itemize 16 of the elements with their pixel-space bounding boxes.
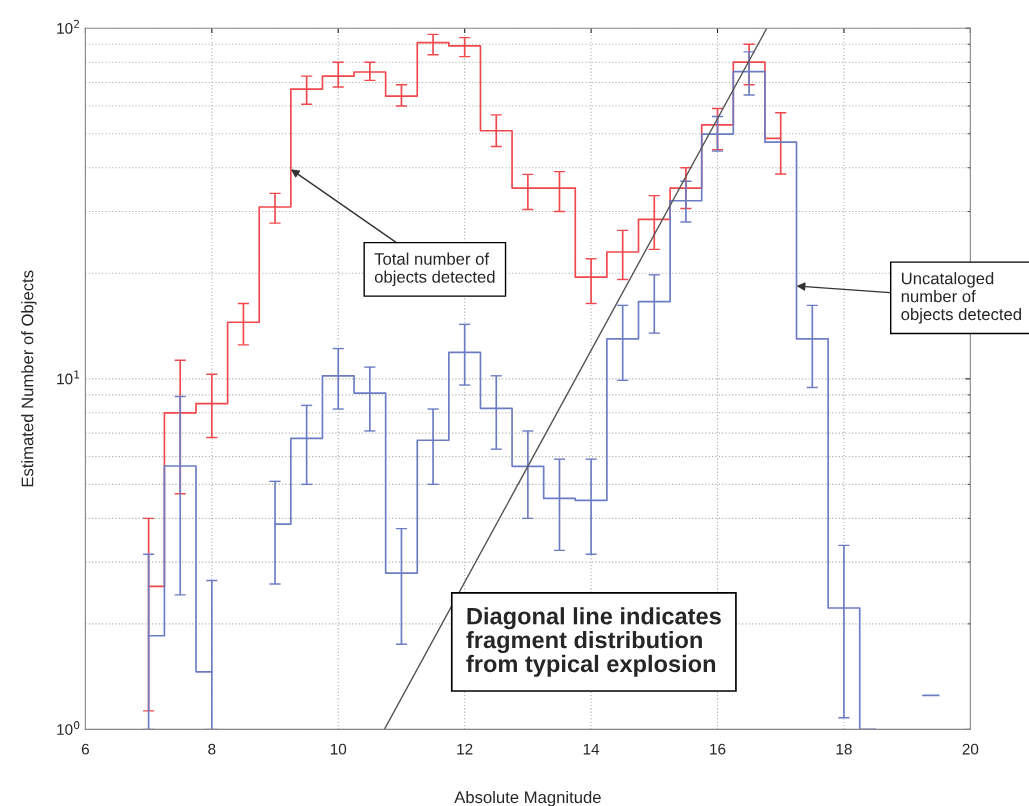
x-axis-title: Absolute Magnitude	[454, 790, 601, 806]
y-tick-label: 10$^{2}$	[57, 19, 79, 34]
annotation: Diagonal line indicates fragment distribution from typical explosion	[466, 607, 721, 677]
x-tick-label: 10	[330, 743, 347, 755]
x-tick-label: 8	[208, 743, 216, 755]
x-tick-label: 18	[836, 743, 852, 755]
y-axis-title: Estimated Number of Objects	[21, 270, 37, 487]
x-tick-label: 16	[710, 743, 726, 755]
annotation: Total number of objects detected	[374, 252, 495, 287]
x-tick-label: 12	[457, 743, 473, 755]
x-tick-label: 14	[583, 743, 600, 755]
y-tick-label: 10$^{0}$	[57, 721, 80, 735]
x-tick-label: 20	[962, 743, 979, 755]
annotation: Uncataloged number of objects detected	[901, 272, 1021, 324]
x-tick-label: 6	[81, 743, 89, 755]
y-tick-label: 10$^{1}$	[57, 370, 80, 385]
